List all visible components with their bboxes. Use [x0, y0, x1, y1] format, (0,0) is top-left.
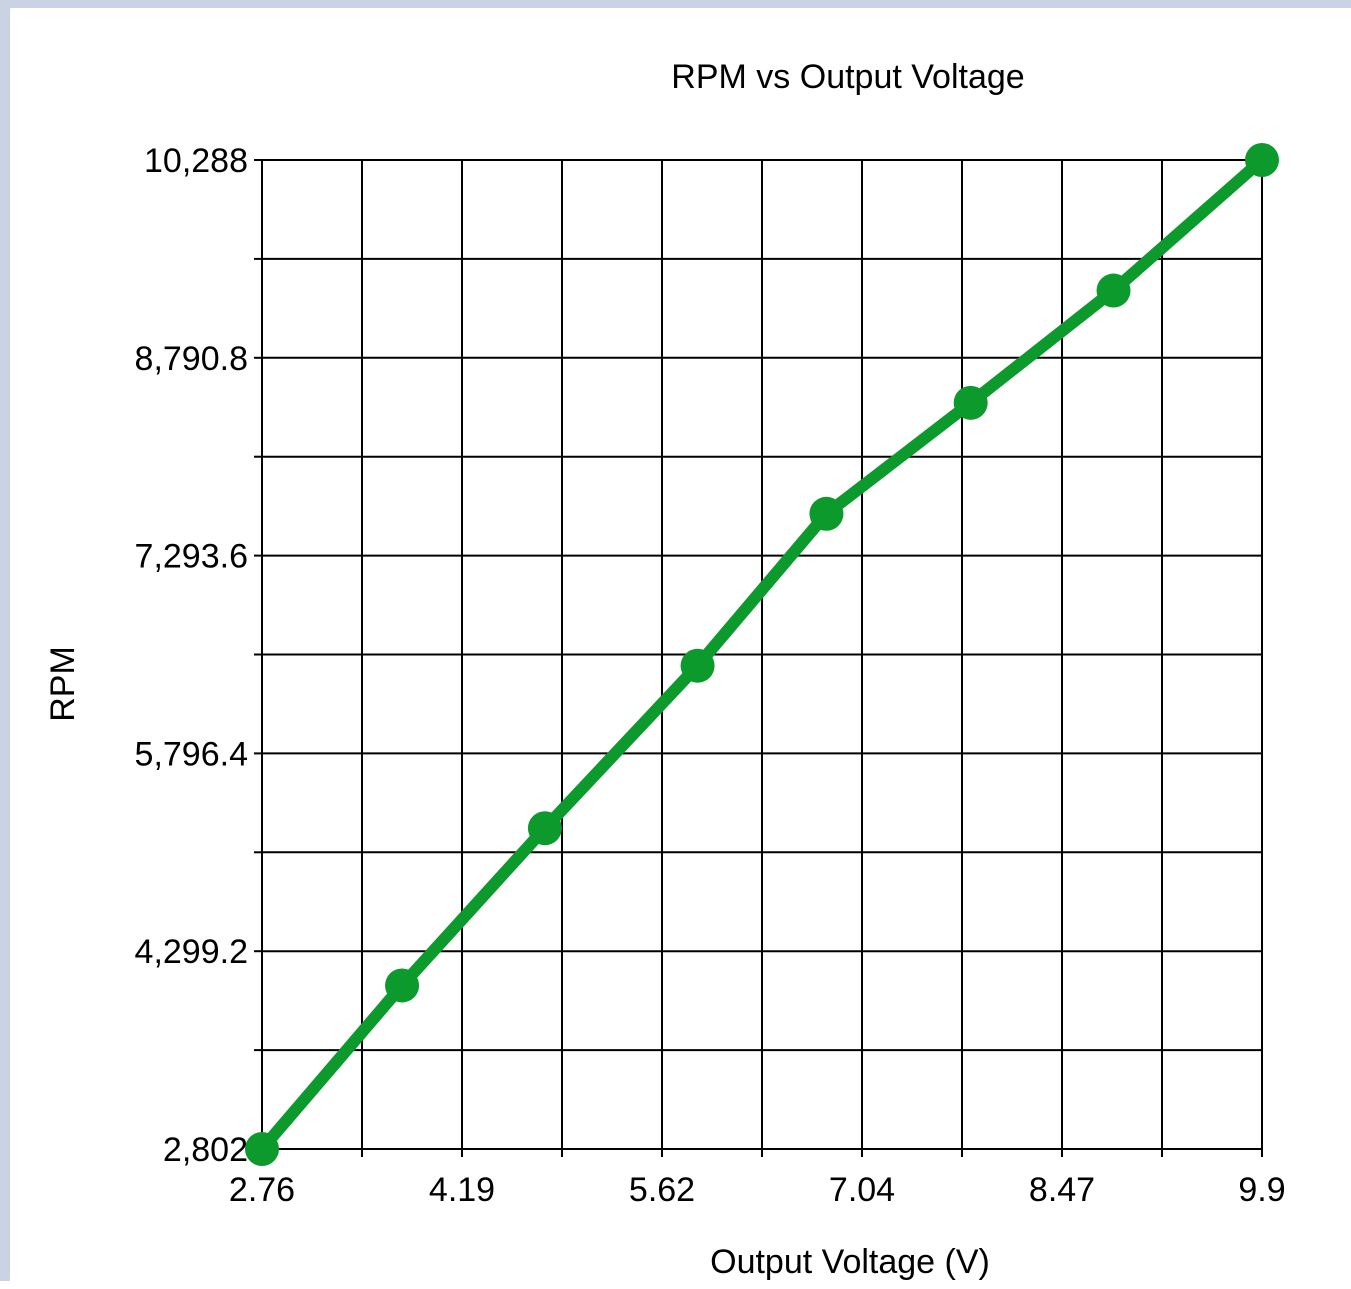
y-tick-label: 7,293.6 [135, 538, 248, 576]
x-tick-label: 2.76 [229, 1171, 295, 1209]
grid-layer [261, 159, 1263, 1150]
data-point [953, 385, 988, 420]
x-axis-label: Output Voltage (V) [710, 1243, 990, 1281]
data-point [809, 496, 844, 531]
rpm-voltage-line-chart: 2.76 4.19 5.62 7.04 8.47 9.9 2,802 4,299.2 5,796… [44, 58, 1286, 1281]
x-tick-label: 5.62 [629, 1171, 695, 1209]
y-tick-label: 5,796.4 [135, 735, 248, 773]
tick-labels: 2.76 4.19 5.62 7.04 8.47 9.9 2,802 4,299.2 5,796… [135, 142, 1286, 1209]
data-point [680, 648, 715, 683]
y-tick-label: 2,802 [163, 1131, 248, 1169]
x-tick-label: 8.47 [1029, 1171, 1095, 1209]
x-tick-label: 4.19 [429, 1171, 495, 1209]
x-tick-label: 7.04 [829, 1171, 895, 1209]
data-point [245, 1132, 279, 1166]
chart-title: RPM vs Output Voltage [671, 58, 1024, 96]
series-line [256, 154, 1268, 1155]
data-point [1245, 143, 1279, 177]
data-point [385, 968, 420, 1003]
y-tick-label: 10,288 [144, 142, 248, 180]
tick-marks [254, 159, 1263, 1157]
y-axis-label: RPM [44, 646, 82, 722]
data-point [1096, 273, 1131, 308]
y-tick-label: 8,790.8 [135, 340, 248, 378]
x-tick-label: 9.9 [1238, 1171, 1285, 1209]
y-tick-label: 4,299.2 [135, 933, 248, 971]
data-point [527, 811, 562, 846]
series-layer [245, 143, 1279, 1166]
